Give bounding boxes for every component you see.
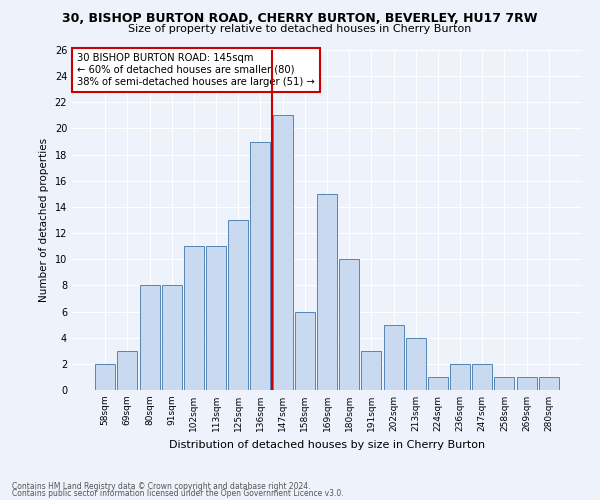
Bar	[317, 194, 337, 390]
Bar	[184, 246, 204, 390]
Text: Size of property relative to detached houses in Cherry Burton: Size of property relative to detached ho…	[128, 24, 472, 34]
Bar	[494, 377, 514, 390]
Text: Contains HM Land Registry data © Crown copyright and database right 2024.: Contains HM Land Registry data © Crown c…	[12, 482, 311, 491]
Bar	[517, 377, 536, 390]
Bar	[272, 116, 293, 390]
Bar	[428, 377, 448, 390]
Bar	[95, 364, 115, 390]
Text: 30, BISHOP BURTON ROAD, CHERRY BURTON, BEVERLEY, HU17 7RW: 30, BISHOP BURTON ROAD, CHERRY BURTON, B…	[62, 12, 538, 26]
Bar	[383, 324, 404, 390]
Bar	[472, 364, 492, 390]
Bar	[361, 351, 382, 390]
Bar	[250, 142, 271, 390]
Bar	[450, 364, 470, 390]
Bar	[140, 286, 160, 390]
Text: 30 BISHOP BURTON ROAD: 145sqm
← 60% of detached houses are smaller (80)
38% of s: 30 BISHOP BURTON ROAD: 145sqm ← 60% of d…	[77, 54, 315, 86]
Text: Contains public sector information licensed under the Open Government Licence v3: Contains public sector information licen…	[12, 489, 344, 498]
Bar	[228, 220, 248, 390]
X-axis label: Distribution of detached houses by size in Cherry Burton: Distribution of detached houses by size …	[169, 440, 485, 450]
Bar	[206, 246, 226, 390]
Bar	[162, 286, 182, 390]
Bar	[539, 377, 559, 390]
Bar	[118, 351, 137, 390]
Bar	[406, 338, 426, 390]
Bar	[295, 312, 315, 390]
Y-axis label: Number of detached properties: Number of detached properties	[39, 138, 49, 302]
Bar	[339, 259, 359, 390]
